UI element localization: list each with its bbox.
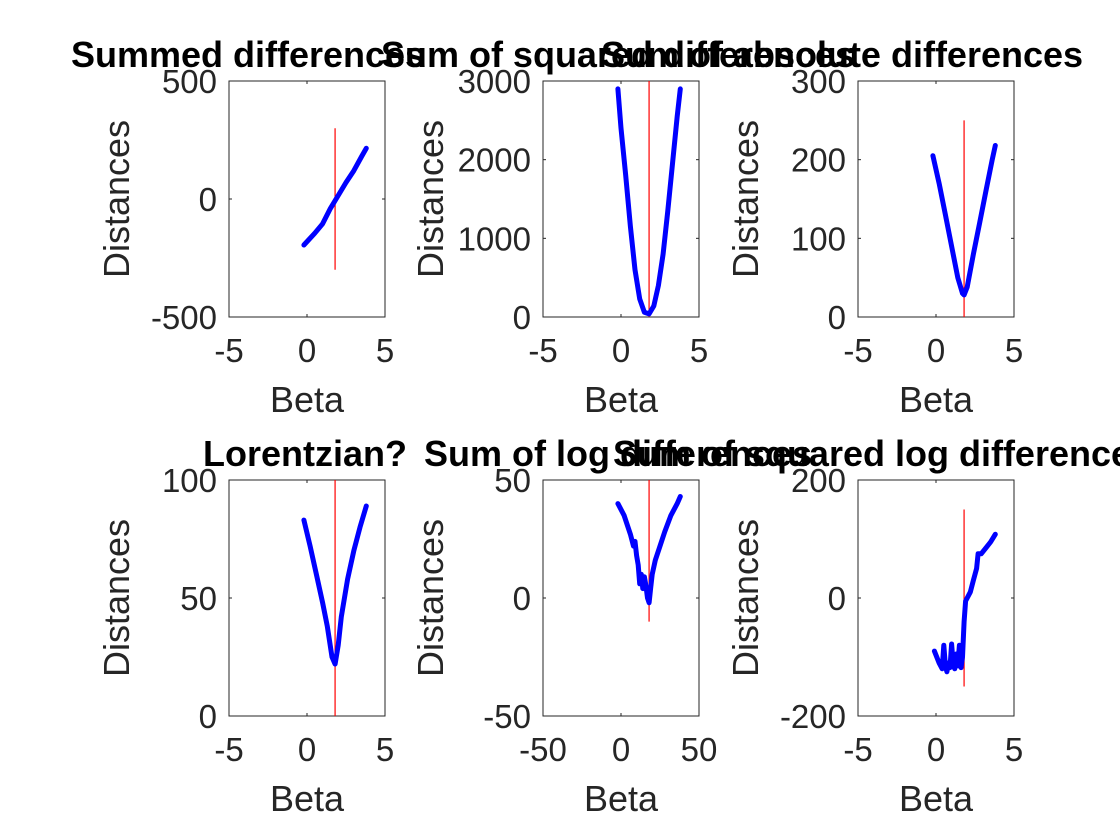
axes-box <box>857 80 1015 318</box>
subplot-title: Sum of log differences <box>424 433 812 474</box>
axes-box <box>228 80 386 318</box>
x-tick-label: 0 <box>298 731 316 768</box>
x-tick-label: -5 <box>214 731 243 768</box>
y-axis-label: Distances <box>725 519 766 677</box>
y-tick-label: 1000 <box>458 220 531 257</box>
y-tick-label: 0 <box>828 299 846 336</box>
subplot-title: Sum of squared log differences <box>613 433 1120 474</box>
y-tick-label: 0 <box>828 580 846 617</box>
x-tick-label: -5 <box>843 332 872 369</box>
axes-box <box>542 479 700 717</box>
subplot-title: Summed differences <box>71 34 425 75</box>
x-tick-label: -5 <box>214 332 243 369</box>
x-tick-label: 50 <box>681 731 718 768</box>
x-tick-label: -5 <box>528 332 557 369</box>
x-tick-label: -5 <box>843 731 872 768</box>
y-axis-label: Distances <box>725 120 766 278</box>
y-axis-label: Distances <box>96 519 137 677</box>
subplot-5: -50 0 50 -50 0 50 Beta Distances <box>410 462 717 819</box>
subplot-6: -5 0 5 -200 0 200 Beta Distances <box>725 462 1023 819</box>
x-tick-label: 5 <box>690 332 708 369</box>
x-tick-label: 0 <box>927 731 945 768</box>
x-axis-label: Beta <box>270 778 345 819</box>
x-axis-label: Beta <box>584 778 659 819</box>
y-tick-label: 500 <box>162 63 217 100</box>
subplot-1: -5 0 5 -500 0 500 Beta Distances <box>96 63 394 420</box>
y-tick-label: 300 <box>791 63 846 100</box>
y-tick-label: 200 <box>791 142 846 179</box>
x-tick-label: 0 <box>612 332 630 369</box>
subplot-title: Sum of squared differences <box>381 34 855 75</box>
series-line <box>930 143 998 298</box>
x-tick-label: 5 <box>1005 731 1023 768</box>
x-axis-label: Beta <box>584 379 659 420</box>
x-axis-label: Beta <box>899 379 974 420</box>
y-tick-label: 50 <box>180 580 217 617</box>
axes-box <box>228 479 386 717</box>
x-tick-label: 0 <box>298 332 316 369</box>
y-axis-label: Distances <box>96 120 137 278</box>
series-line <box>931 531 998 675</box>
series-line <box>615 86 683 317</box>
y-tick-label: 0 <box>199 181 217 218</box>
x-tick-label: 5 <box>1005 332 1023 369</box>
y-tick-label: 0 <box>513 299 531 336</box>
y-tick-label: 3000 <box>458 63 531 100</box>
y-tick-label: -50 <box>483 698 531 735</box>
y-tick-label: -500 <box>151 299 217 336</box>
subplot-title: Lorentzian? <box>203 433 407 474</box>
x-axis-label: Beta <box>899 778 974 819</box>
y-tick-label: 200 <box>791 462 846 499</box>
x-axis-label: Beta <box>270 379 345 420</box>
axes-box <box>857 479 1015 717</box>
x-tick-label: 0 <box>612 731 630 768</box>
y-axis-label: Distances <box>410 120 451 278</box>
y-tick-label: 100 <box>162 462 217 499</box>
series-line <box>301 503 369 667</box>
y-tick-label: 100 <box>791 220 846 257</box>
y-tick-label: 0 <box>513 580 531 617</box>
y-tick-label: -200 <box>780 698 846 735</box>
x-tick-label: -50 <box>519 731 567 768</box>
series-line <box>615 494 683 606</box>
x-tick-label: 0 <box>927 332 945 369</box>
subplot-title: Sum of absolute differences <box>601 34 1083 75</box>
series-line <box>301 145 369 248</box>
y-tick-label: 50 <box>494 462 531 499</box>
y-tick-label: 0 <box>199 698 217 735</box>
x-tick-label: 5 <box>376 332 394 369</box>
y-axis-label: Distances <box>410 519 451 677</box>
x-tick-label: 5 <box>376 731 394 768</box>
y-tick-label: 2000 <box>458 142 531 179</box>
